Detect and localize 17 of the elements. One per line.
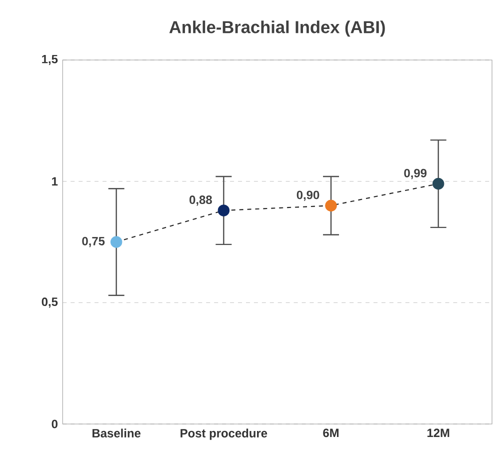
data-label: 0,90 (296, 190, 320, 201)
y-tick-label: 0,5 (42, 297, 58, 308)
x-tick-label: Post procedure (180, 428, 268, 440)
x-tick-label: 6M (323, 428, 339, 438)
y-tick-label: 1,5 (42, 54, 58, 65)
chart-title: Ankle-Brachial Index (ABI) (169, 20, 385, 37)
y-tick-label: 0 (52, 420, 58, 428)
y-tick-label: 1 (52, 177, 58, 186)
point (110, 236, 122, 248)
x-tick-label: 12M (427, 428, 450, 437)
point (218, 204, 230, 216)
data-label: 0,75 (82, 236, 105, 247)
point (325, 200, 337, 212)
x-tick-label: Baseline (92, 428, 141, 438)
data-label: 0,99 (404, 168, 427, 179)
data-label: 0,88 (190, 195, 212, 206)
point (432, 178, 444, 190)
